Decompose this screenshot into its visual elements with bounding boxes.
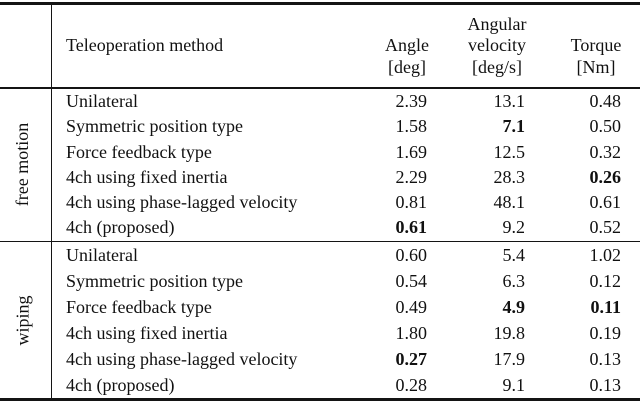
group-gutter <box>0 346 52 373</box>
method-cell: Symmetric position type <box>66 116 243 137</box>
table-row: Unilateral 2.39 13.1 0.48 <box>0 88 640 115</box>
torque-cell: 0.12 <box>589 270 622 291</box>
table-row: 4ch using fixed inertia 1.80 19.8 0.19 <box>0 320 640 347</box>
bottom-rule <box>0 398 640 401</box>
torque-cell: 1.02 <box>589 244 622 265</box>
group-free-motion: free motion Unilateral 2.39 13.1 0.48 Sy… <box>0 88 640 241</box>
angle-cell: 0.54 <box>395 270 428 291</box>
angle-cell: 0.27 <box>395 348 428 369</box>
torque-cell: 0.13 <box>589 374 622 395</box>
group-gutter <box>0 4 52 87</box>
header-rule <box>0 87 640 89</box>
angular-velocity-cell: 7.1 <box>502 116 526 137</box>
angle-cell: 0.81 <box>395 192 428 213</box>
group-wiping: wiping Unilateral 0.60 5.4 1.02 Symmetri… <box>0 242 640 399</box>
method-cell: 4ch (proposed) <box>66 217 175 238</box>
table-row: 4ch using phase-lagged velocity 0.27 17.… <box>0 346 640 373</box>
table-row: 4ch using fixed inertia 2.29 28.3 0.26 <box>0 164 640 190</box>
angle-cell: 1.80 <box>395 322 428 343</box>
table-row: 4ch using phase-lagged velocity 0.81 48.… <box>0 190 640 216</box>
torque-cell: 0.19 <box>589 322 622 343</box>
angular-velocity-cell: 13.1 <box>493 90 526 111</box>
angle-cell: 0.49 <box>395 296 428 317</box>
angular-velocity-cell: 19.8 <box>493 322 526 343</box>
angular-velocity-cell: 12.5 <box>493 141 526 162</box>
angle-cell: 2.29 <box>395 166 428 187</box>
torque-cell: 0.13 <box>589 348 622 369</box>
method-cell: 4ch using phase-lagged velocity <box>66 192 298 213</box>
torque-cell: 0.50 <box>589 116 622 137</box>
angular-velocity-cell: 28.3 <box>493 166 526 187</box>
torque-cell: 0.48 <box>589 90 622 111</box>
method-cell: Unilateral <box>66 90 138 111</box>
group-gutter <box>0 268 52 295</box>
angular-velocity-cell: 9.2 <box>502 217 526 238</box>
method-cell: 4ch using fixed inertia <box>66 322 228 343</box>
group-gutter <box>0 190 52 216</box>
group-gutter <box>0 294 52 321</box>
angle-cell: 0.60 <box>395 244 428 265</box>
group-gutter <box>0 320 52 347</box>
torque-cell: 0.61 <box>589 192 622 213</box>
torque-cell: 0.26 <box>589 166 622 187</box>
method-cell: Symmetric position type <box>66 270 243 291</box>
table-row: Unilateral 0.60 5.4 1.02 <box>0 242 640 269</box>
method-cell: 4ch using fixed inertia <box>66 166 228 187</box>
angular-velocity-cell: 6.3 <box>502 270 526 291</box>
group-gutter <box>0 372 52 399</box>
table-row: Symmetric position type 1.58 7.1 0.50 <box>0 114 640 140</box>
angular-velocity-cell: 48.1 <box>493 192 526 213</box>
table-row: Force feedback type 0.49 4.9 0.11 <box>0 294 640 321</box>
angle-cell: 2.39 <box>395 90 428 111</box>
method-cell: 4ch (proposed) <box>66 374 175 395</box>
group-gutter <box>0 88 52 115</box>
angle-cell: 1.69 <box>395 141 428 162</box>
method-cell: Force feedback type <box>66 296 212 317</box>
angular-velocity-cell: 17.9 <box>493 348 526 369</box>
torque-cell: 0.11 <box>590 296 621 317</box>
col-header-angle: Angle [deg] <box>385 35 429 77</box>
col-header-method: Teleoperation method <box>66 35 224 56</box>
angle-cell: 1.58 <box>395 116 428 137</box>
angle-cell: 0.61 <box>395 217 428 238</box>
group-gutter <box>0 215 52 241</box>
top-rule <box>0 2 640 5</box>
method-cell: 4ch using phase-lagged velocity <box>66 348 298 369</box>
angular-velocity-cell: 9.1 <box>502 374 526 395</box>
group-gutter <box>0 139 52 165</box>
table-row: 4ch (proposed) 0.61 9.2 0.52 <box>0 215 640 241</box>
col-header-torque: Torque [Nm] <box>570 35 622 77</box>
group-gutter <box>0 114 52 140</box>
method-cell: Force feedback type <box>66 141 212 162</box>
table-row: Force feedback type 1.69 12.5 0.32 <box>0 139 640 165</box>
angular-velocity-cell: 4.9 <box>502 296 526 317</box>
method-cell: Unilateral <box>66 244 138 265</box>
torque-cell: 0.32 <box>589 141 622 162</box>
table-header: Teleoperation method Angle [deg] Angular… <box>0 4 640 87</box>
table-row: 4ch (proposed) 0.28 9.1 0.13 <box>0 372 640 399</box>
group-gutter <box>0 164 52 190</box>
angular-velocity-cell: 5.4 <box>502 244 526 265</box>
group-gutter <box>0 242 52 269</box>
table-row: Symmetric position type 0.54 6.3 0.12 <box>0 268 640 295</box>
torque-cell: 0.52 <box>589 217 622 238</box>
angle-cell: 0.28 <box>395 374 428 395</box>
group-divider-rule <box>0 240 640 243</box>
col-header-angular-velocity: Angular velocity [deg/s] <box>467 14 527 77</box>
